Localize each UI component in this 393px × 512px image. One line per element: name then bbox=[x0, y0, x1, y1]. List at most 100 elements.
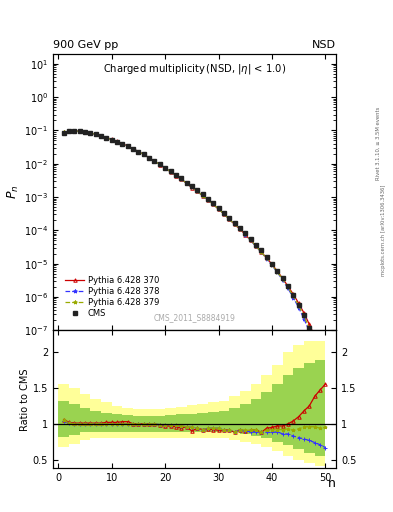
Pythia 6.428 378 bbox=[195, 188, 200, 194]
Text: Charged multiplicity$\,$(NSD, $|\eta|$ < 1.0): Charged multiplicity$\,$(NSD, $|\eta|$ <… bbox=[103, 62, 286, 76]
Pythia 6.428 379 bbox=[243, 231, 248, 238]
Pythia 6.428 378 bbox=[67, 128, 72, 134]
Line: Pythia 6.428 378: Pythia 6.428 378 bbox=[62, 129, 327, 380]
CMS bbox=[301, 312, 306, 318]
CMS bbox=[88, 130, 93, 136]
CMS bbox=[168, 168, 173, 175]
Pythia 6.428 370 bbox=[253, 243, 258, 249]
Line: Pythia 6.428 370: Pythia 6.428 370 bbox=[62, 129, 327, 368]
CMS bbox=[275, 267, 280, 273]
CMS bbox=[206, 196, 210, 202]
Pythia 6.428 378 bbox=[184, 180, 189, 186]
CMS bbox=[173, 172, 178, 178]
CMS bbox=[312, 338, 317, 344]
Pythia 6.428 379 bbox=[83, 129, 88, 135]
CMS bbox=[141, 152, 146, 158]
Pythia 6.428 370 bbox=[301, 310, 306, 316]
CMS bbox=[243, 230, 248, 236]
Pythia 6.428 379 bbox=[99, 133, 103, 139]
CMS bbox=[259, 247, 264, 253]
CMS bbox=[264, 254, 269, 260]
Pythia 6.428 379 bbox=[67, 128, 72, 134]
CMS bbox=[216, 205, 221, 211]
Pythia 6.428 378 bbox=[206, 197, 210, 203]
Pythia 6.428 378 bbox=[72, 128, 77, 134]
CMS bbox=[147, 155, 152, 161]
Pythia 6.428 378 bbox=[173, 172, 178, 178]
CMS bbox=[270, 261, 274, 267]
Pythia 6.428 370 bbox=[307, 322, 312, 328]
CMS bbox=[158, 161, 162, 167]
Pythia 6.428 370 bbox=[286, 283, 290, 289]
Pythia 6.428 378 bbox=[248, 237, 253, 243]
Pythia 6.428 370 bbox=[109, 136, 114, 142]
Pythia 6.428 378 bbox=[189, 184, 194, 190]
Pythia 6.428 378 bbox=[264, 255, 269, 262]
Pythia 6.428 379 bbox=[163, 165, 167, 171]
Y-axis label: Ratio to CMS: Ratio to CMS bbox=[20, 368, 30, 431]
Pythia 6.428 378 bbox=[179, 176, 184, 182]
Pythia 6.428 379 bbox=[173, 172, 178, 178]
Pythia 6.428 379 bbox=[280, 276, 285, 282]
Pythia 6.428 370 bbox=[270, 261, 274, 267]
Pythia 6.428 378 bbox=[253, 243, 258, 249]
Pythia 6.428 378 bbox=[131, 146, 136, 152]
Pythia 6.428 370 bbox=[104, 135, 109, 141]
CMS bbox=[109, 137, 114, 143]
Pythia 6.428 378 bbox=[99, 133, 103, 139]
Line: CMS: CMS bbox=[61, 129, 328, 375]
CMS bbox=[291, 292, 296, 298]
Pythia 6.428 378 bbox=[237, 226, 242, 232]
Pythia 6.428 378 bbox=[301, 316, 306, 322]
Pythia 6.428 378 bbox=[323, 375, 328, 381]
Pythia 6.428 370 bbox=[296, 300, 301, 306]
Pythia 6.428 370 bbox=[211, 201, 216, 207]
Pythia 6.428 379 bbox=[307, 325, 312, 331]
Pythia 6.428 378 bbox=[88, 130, 93, 136]
Pythia 6.428 379 bbox=[152, 158, 157, 164]
Pythia 6.428 378 bbox=[280, 277, 285, 283]
Pythia 6.428 378 bbox=[152, 158, 157, 164]
Pythia 6.428 379 bbox=[211, 201, 216, 207]
CMS bbox=[115, 139, 119, 145]
Pythia 6.428 378 bbox=[227, 216, 231, 222]
Text: Rivet 3.1.10, ≥ 3.5M events: Rivet 3.1.10, ≥ 3.5M events bbox=[376, 106, 380, 180]
Text: 900 GeV pp: 900 GeV pp bbox=[53, 39, 118, 50]
Pythia 6.428 378 bbox=[163, 165, 167, 171]
Pythia 6.428 379 bbox=[291, 293, 296, 300]
Pythia 6.428 378 bbox=[104, 135, 109, 141]
Pythia 6.428 370 bbox=[227, 216, 231, 222]
Pythia 6.428 378 bbox=[141, 152, 146, 158]
Text: CMS_2011_S8884919: CMS_2011_S8884919 bbox=[154, 313, 235, 322]
Pythia 6.428 379 bbox=[200, 193, 205, 199]
Pythia 6.428 370 bbox=[131, 146, 136, 152]
Pythia 6.428 379 bbox=[125, 143, 130, 150]
Pythia 6.428 378 bbox=[222, 211, 226, 217]
Pythia 6.428 379 bbox=[94, 131, 98, 137]
Pythia 6.428 379 bbox=[179, 176, 184, 182]
CMS bbox=[323, 369, 328, 375]
CMS bbox=[120, 141, 125, 147]
Legend: Pythia 6.428 370, Pythia 6.428 378, Pythia 6.428 379, CMS: Pythia 6.428 370, Pythia 6.428 378, Pyth… bbox=[63, 273, 162, 321]
CMS bbox=[136, 148, 141, 155]
Pythia 6.428 379 bbox=[195, 188, 200, 194]
CMS bbox=[131, 146, 136, 152]
Pythia 6.428 379 bbox=[72, 128, 77, 134]
Pythia 6.428 370 bbox=[318, 347, 322, 353]
Pythia 6.428 370 bbox=[147, 155, 152, 161]
Pythia 6.428 379 bbox=[296, 303, 301, 309]
Pythia 6.428 370 bbox=[88, 130, 93, 136]
Pythia 6.428 378 bbox=[318, 358, 322, 364]
Pythia 6.428 379 bbox=[253, 243, 258, 249]
Pythia 6.428 370 bbox=[141, 152, 146, 158]
CMS bbox=[104, 135, 109, 141]
Pythia 6.428 378 bbox=[147, 155, 152, 161]
CMS bbox=[125, 143, 130, 150]
Pythia 6.428 379 bbox=[131, 146, 136, 152]
Pythia 6.428 378 bbox=[211, 201, 216, 207]
Pythia 6.428 370 bbox=[259, 249, 264, 255]
Pythia 6.428 370 bbox=[67, 128, 72, 134]
Pythia 6.428 370 bbox=[248, 237, 253, 243]
Text: NSD: NSD bbox=[312, 39, 336, 50]
Pythia 6.428 370 bbox=[61, 129, 66, 135]
